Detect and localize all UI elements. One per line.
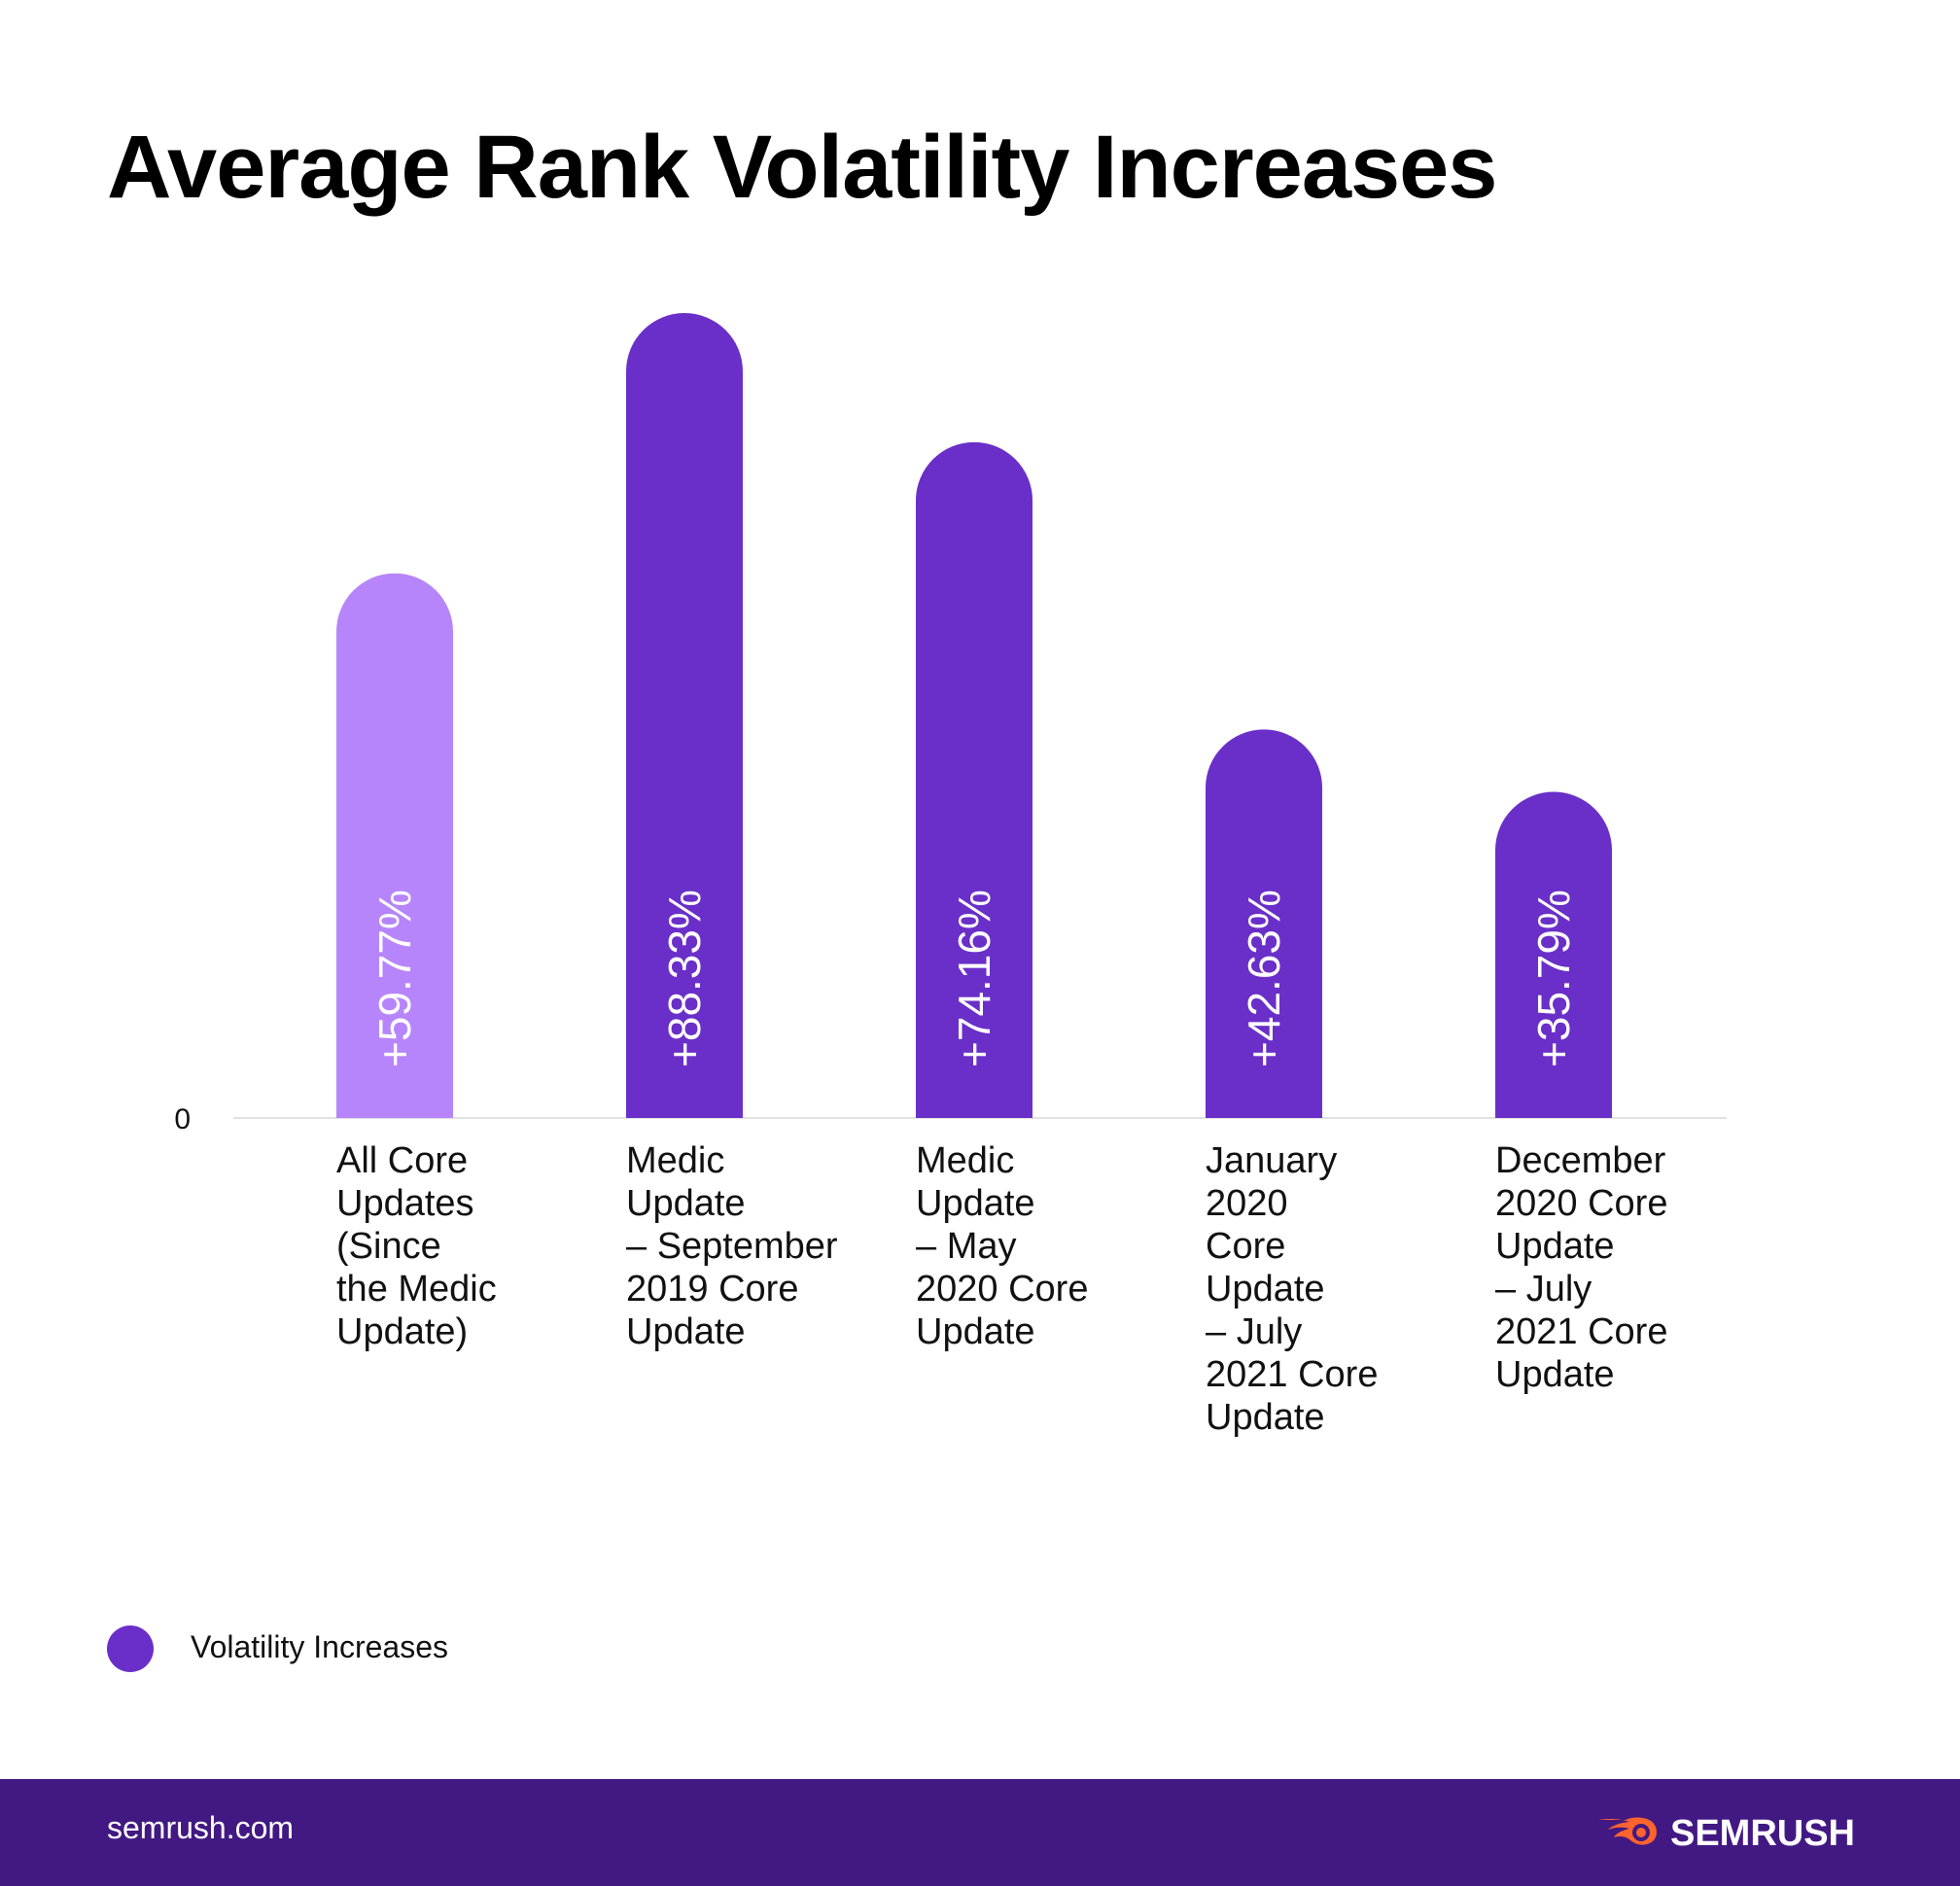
x-tick-label-line: Core bbox=[1206, 1226, 1286, 1267]
x-tick-label-line: Update bbox=[1495, 1354, 1615, 1395]
x-tick-label-line: – May bbox=[916, 1226, 1017, 1267]
x-tick-label-line: 2020 Core bbox=[1495, 1183, 1668, 1224]
x-tick-label-line: Updates bbox=[336, 1183, 474, 1224]
x-tick-label: January 2020 Core Update – July 2021 Core Upda… bbox=[1206, 1139, 1439, 1439]
legend-swatch bbox=[107, 1625, 154, 1672]
legend-label: Volatility Increases bbox=[191, 1629, 449, 1664]
x-tick-label: Medic Update – September 2019 Core Update bbox=[626, 1139, 859, 1353]
x-tick-label-line: Update bbox=[1206, 1397, 1325, 1438]
x-tick-label-line: Update bbox=[916, 1311, 1035, 1352]
x-tick-label-line: Update) bbox=[336, 1311, 469, 1352]
x-tick-label-line: 2019 Core bbox=[626, 1269, 799, 1310]
bar bbox=[1206, 729, 1322, 1118]
data-label: +74.16% bbox=[949, 890, 999, 1067]
x-tick-label-line: – September bbox=[626, 1226, 838, 1267]
y-tick-label: 0 bbox=[174, 1103, 191, 1135]
x-tick-label-line: – July bbox=[1495, 1269, 1592, 1310]
x-tick-label-line: January bbox=[1206, 1140, 1338, 1181]
bar bbox=[1495, 791, 1612, 1118]
x-tick-label-line: 2020 Core bbox=[916, 1269, 1089, 1310]
x-tick-label-line: Medic bbox=[916, 1140, 1015, 1181]
semrush-flame-icon bbox=[1597, 1817, 1657, 1845]
x-tick-label-line: December bbox=[1495, 1140, 1666, 1181]
x-tick-label-line: (Since bbox=[336, 1226, 441, 1267]
data-label: +88.33% bbox=[659, 890, 710, 1067]
bar bbox=[916, 441, 1032, 1119]
footer-bar: semrush.com SEMRUSH bbox=[0, 1779, 1960, 1886]
brand-logo: SEMRUSH bbox=[1596, 1806, 1855, 1861]
x-tick-label-line: Update bbox=[626, 1311, 746, 1352]
x-tick-label-line: the Medic bbox=[336, 1269, 497, 1310]
x-tick-label: December 2020 Core Update – July 2021 Core Up… bbox=[1495, 1139, 1729, 1396]
bar bbox=[336, 573, 453, 1118]
x-tick-label-line: 2020 bbox=[1206, 1183, 1288, 1224]
x-tick-label-line: – July bbox=[1206, 1311, 1303, 1352]
footer-site-link[interactable]: semrush.com bbox=[107, 1810, 295, 1845]
x-tick-label-line: Update bbox=[1495, 1226, 1615, 1267]
x-tick-label-line: 2021 Core bbox=[1206, 1354, 1379, 1395]
x-tick-label: All Core Updates (Since the Medic Update) bbox=[336, 1139, 570, 1353]
x-tick-label-line: 2021 Core bbox=[1495, 1311, 1668, 1352]
x-tick-label-line: Medic bbox=[626, 1140, 725, 1181]
x-tick-label: Medic Update – May 2020 Core Update bbox=[916, 1139, 1149, 1353]
data-label: +42.63% bbox=[1239, 890, 1289, 1067]
chart-title: Average Rank Volatility Increases bbox=[107, 118, 1497, 217]
data-label: +35.79% bbox=[1528, 890, 1579, 1067]
x-tick-label-line: Update bbox=[626, 1183, 746, 1224]
bar bbox=[626, 313, 743, 1118]
x-tick-label-line: Update bbox=[916, 1183, 1035, 1224]
data-label: +59.77% bbox=[369, 890, 420, 1067]
x-tick-label-line: Update bbox=[1206, 1269, 1325, 1310]
x-tick-label-line: All Core bbox=[336, 1140, 469, 1181]
brand-name: SEMRUSH bbox=[1669, 1812, 1855, 1854]
